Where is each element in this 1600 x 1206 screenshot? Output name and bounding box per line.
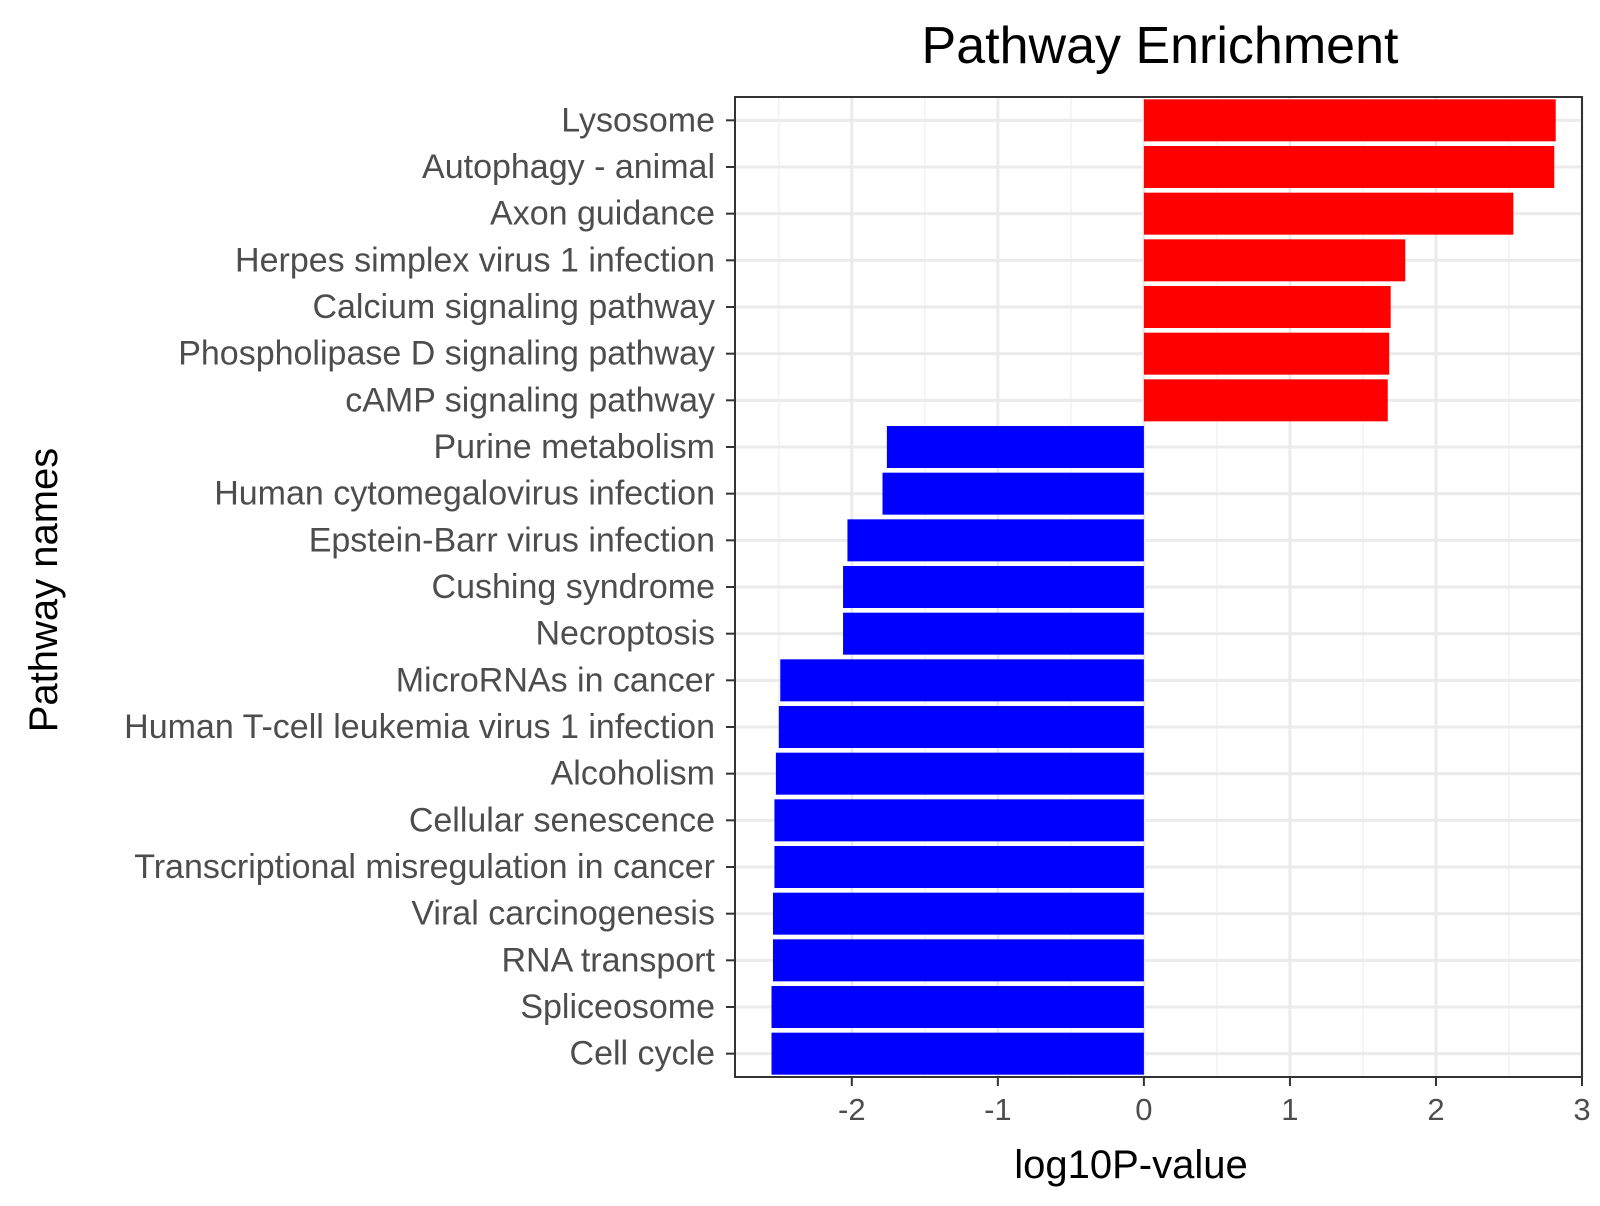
- y-tick-label: Purine metabolism: [433, 428, 715, 466]
- bar: [771, 1032, 1144, 1075]
- y-tick-label: Alcoholism: [551, 755, 715, 793]
- bar: [780, 659, 1144, 702]
- y-tick-label: Lysosome: [561, 101, 715, 139]
- x-tick-label: 1: [1281, 1092, 1298, 1127]
- bar: [771, 986, 1144, 1028]
- bar: [1143, 99, 1556, 142]
- y-axis-title: Pathway names: [22, 448, 66, 733]
- bar: [774, 846, 1144, 888]
- y-tick-label: Cell cycle: [570, 1035, 715, 1073]
- x-tick-label: 2: [1427, 1092, 1444, 1127]
- y-tick-label: Human cytomegalovirus infection: [214, 475, 715, 513]
- x-axis-title: log10P-value: [1014, 1143, 1248, 1187]
- y-tick-label: Axon guidance: [490, 195, 715, 233]
- bar: [1143, 146, 1555, 188]
- bar: [843, 566, 1144, 608]
- x-tick-label: 0: [1135, 1092, 1152, 1127]
- y-tick-label: Herpes simplex virus 1 infection: [235, 241, 715, 279]
- x-tick-label: 3: [1573, 1092, 1590, 1127]
- bar: [772, 939, 1144, 982]
- y-axis-ticks: Lysosome Autophagy - animal Axon guidance H…: [124, 101, 735, 1073]
- bar: [1143, 239, 1406, 282]
- y-tick-label: Spliceosome: [520, 988, 715, 1026]
- y-tick-label: Cushing syndrome: [432, 568, 715, 606]
- bar: [882, 472, 1144, 515]
- y-tick-label: Calcium signaling pathway: [312, 288, 715, 326]
- x-tick-label: -1: [984, 1092, 1012, 1127]
- bars: [771, 99, 1556, 1075]
- y-tick-label: Cellular senescence: [409, 801, 715, 839]
- bar: [847, 519, 1144, 562]
- x-axis-ticks: -2 -1 0 1 2 3: [838, 1077, 1591, 1127]
- bar: [886, 426, 1144, 468]
- bar: [1143, 379, 1388, 422]
- y-tick-label: Viral carcinogenesis: [411, 895, 715, 933]
- y-tick-label: Transcriptional misregulation in cancer: [134, 848, 715, 886]
- bar: [1143, 332, 1390, 375]
- y-tick-label: MicroRNAs in cancer: [396, 661, 715, 699]
- bar: [843, 612, 1144, 655]
- bar: [774, 799, 1144, 842]
- y-tick-label: cAMP signaling pathway: [345, 381, 715, 419]
- y-tick-label: Human T-cell leukemia virus 1 infection: [124, 708, 715, 746]
- y-tick-label: Epstein-Barr virus infection: [309, 521, 715, 559]
- y-tick-label: Necroptosis: [535, 615, 715, 653]
- bar: [778, 706, 1144, 748]
- bar: [1143, 192, 1514, 235]
- chart-title: Pathway Enrichment: [922, 17, 1399, 75]
- y-tick-label: Phospholipase D signaling pathway: [178, 335, 715, 373]
- bar: [1143, 286, 1391, 328]
- x-tick-label: -2: [838, 1092, 866, 1127]
- bar: [772, 892, 1144, 935]
- y-tick-label: Autophagy - animal: [422, 148, 715, 186]
- y-tick-label: RNA transport: [501, 941, 715, 979]
- bar: [775, 752, 1144, 795]
